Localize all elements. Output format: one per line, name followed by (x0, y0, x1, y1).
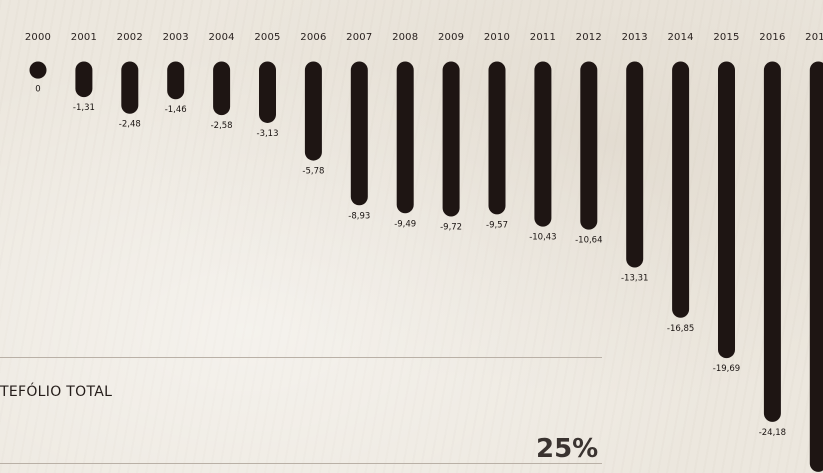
value-label: -24,18 (759, 428, 786, 438)
value-label: -13,31 (621, 274, 648, 284)
value-label: -5,78 (302, 167, 324, 177)
year-label: 2000 (25, 32, 51, 43)
year-label: 2009 (438, 32, 464, 43)
year-label: 2016 (759, 32, 785, 43)
year-label: 2001 (71, 32, 97, 43)
divider-top (0, 357, 602, 358)
year-label: 2005 (254, 32, 280, 43)
year-label: 2013 (622, 32, 648, 43)
value-label: -10,64 (575, 236, 602, 246)
value-label: -1,31 (73, 103, 95, 113)
year-label: 2002 (117, 32, 143, 43)
value-label: -1,46 (165, 105, 187, 115)
value-label: -3,13 (257, 129, 279, 139)
year-label: 2010 (484, 32, 510, 43)
value-label: 0 (35, 85, 40, 95)
value-label: -9,72 (440, 223, 462, 233)
value-label: -10,43 (529, 233, 556, 243)
year-label: 2003 (163, 32, 189, 43)
year-label: 2008 (392, 32, 418, 43)
value-label: -2,58 (211, 121, 233, 131)
year-label: 2017 (805, 32, 823, 43)
portfolio-total-label: TEFÓLIO TOTAL (0, 384, 113, 400)
value-label: -16,85 (667, 324, 694, 334)
year-label: 2007 (346, 32, 372, 43)
value-label: -2,48 (119, 120, 141, 130)
year-label: 2011 (530, 32, 556, 43)
year-label: 2004 (208, 32, 234, 43)
value-label: -19,69 (713, 364, 740, 374)
divider-bottom (0, 463, 602, 464)
year-label: 2014 (667, 32, 693, 43)
percent-value: 25% (536, 434, 599, 464)
value-label: -9,57 (486, 220, 508, 230)
year-label: 2012 (576, 32, 602, 43)
year-label: 2006 (300, 32, 326, 43)
value-label: -9,49 (394, 219, 416, 229)
year-label: 2015 (713, 32, 739, 43)
value-label: -8,93 (348, 211, 370, 221)
